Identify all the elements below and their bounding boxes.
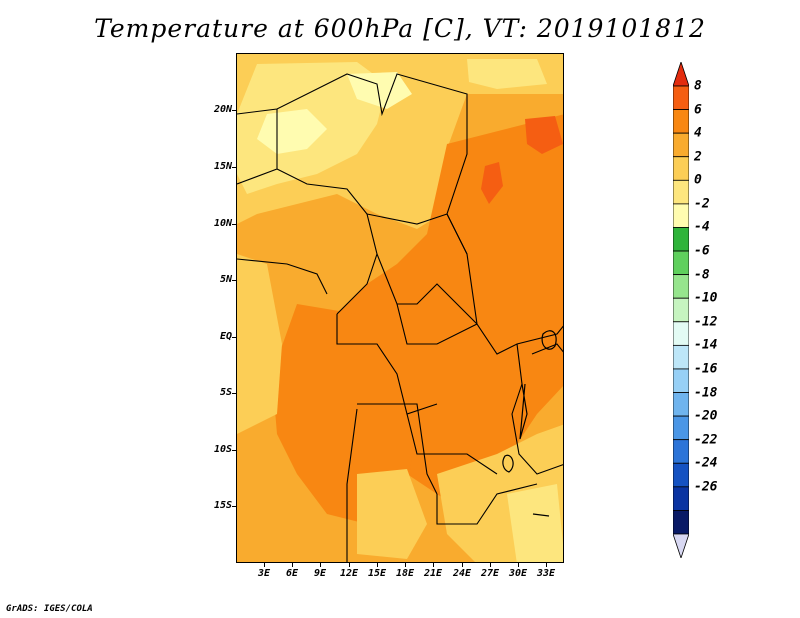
colorbar-segment bbox=[673, 510, 689, 535]
lat-label-5n: 5N bbox=[219, 274, 232, 285]
colorbar-label: -10 bbox=[694, 290, 718, 306]
colorbar-segment bbox=[673, 156, 689, 181]
lon-label-3e: 3E bbox=[257, 568, 271, 579]
map-title: Temperature at 600hPa [C], VT: 201910181… bbox=[94, 14, 706, 43]
lon-label-27e: 27E bbox=[480, 568, 500, 579]
colorbar-segment bbox=[673, 368, 689, 393]
colorbar-label: -2 bbox=[694, 196, 710, 212]
lat-label-10n: 10N bbox=[213, 218, 232, 229]
colorbar-segment bbox=[673, 486, 689, 511]
colorbar-segment bbox=[673, 392, 689, 417]
lon-tick bbox=[349, 563, 350, 567]
colorbar-label: -4 bbox=[694, 219, 710, 235]
colorbar-label: 0 bbox=[694, 172, 702, 188]
lat-tick bbox=[232, 337, 236, 338]
lat-label-5s: 5S bbox=[219, 387, 232, 398]
lat-label-20n: 20N bbox=[213, 104, 232, 115]
grads-credit: GrADS: IGES/COLA bbox=[6, 604, 93, 614]
map-canvas bbox=[237, 54, 563, 562]
colorbar-segment bbox=[673, 203, 689, 228]
lon-tick bbox=[490, 563, 491, 567]
lat-tick bbox=[232, 167, 236, 168]
lat-tick bbox=[232, 110, 236, 111]
lat-label-eq: EQ bbox=[219, 331, 232, 342]
lon-label-33e: 33E bbox=[536, 568, 556, 579]
lon-label-18e: 18E bbox=[395, 568, 415, 579]
lat-label-15n: 15N bbox=[213, 161, 232, 172]
lat-tick bbox=[232, 506, 236, 507]
lat-tick bbox=[232, 224, 236, 225]
colorbar-label: -20 bbox=[694, 408, 718, 424]
colorbar-arrow-bottom bbox=[673, 533, 689, 558]
colorbar-segment bbox=[673, 179, 689, 205]
colorbar-label: -24 bbox=[694, 455, 718, 471]
colorbar-segment bbox=[673, 109, 689, 134]
colorbar-label: -26 bbox=[694, 479, 718, 495]
colorbar-label: -12 bbox=[694, 314, 718, 330]
colorbar-segment bbox=[673, 250, 689, 276]
lat-tick bbox=[232, 450, 236, 451]
lon-label-15e: 15E bbox=[367, 568, 387, 579]
colorbar-label: -22 bbox=[694, 432, 718, 448]
colorbar-segment bbox=[673, 462, 689, 488]
lon-tick bbox=[518, 563, 519, 567]
lon-tick bbox=[320, 563, 321, 567]
colorbar-segment bbox=[673, 415, 689, 441]
colorbar-label: 8 bbox=[694, 78, 702, 94]
colorbar-segment bbox=[673, 85, 689, 110]
colorbar-label: -8 bbox=[694, 267, 710, 283]
temperature-map bbox=[236, 53, 564, 563]
colorbar-label: -16 bbox=[694, 361, 718, 377]
colorbar-label: 2 bbox=[694, 149, 702, 165]
lon-tick bbox=[546, 563, 547, 567]
colorbar-label: 4 bbox=[694, 125, 702, 141]
lat-label-10s: 10S bbox=[213, 444, 232, 455]
lon-label-30e: 30E bbox=[508, 568, 528, 579]
lon-label-21e: 21E bbox=[423, 568, 443, 579]
lon-tick bbox=[462, 563, 463, 567]
lat-label-15s: 15S bbox=[213, 500, 232, 511]
colorbar-label: 6 bbox=[694, 102, 702, 118]
lon-tick bbox=[405, 563, 406, 567]
lat-tick bbox=[232, 393, 236, 394]
colorbar-segment bbox=[673, 227, 689, 252]
colorbar-label: -6 bbox=[694, 243, 710, 259]
lat-tick bbox=[232, 280, 236, 281]
colorbar-segment bbox=[673, 344, 689, 370]
lon-tick bbox=[264, 563, 265, 567]
lon-tick bbox=[292, 563, 293, 567]
colorbar-segment bbox=[673, 274, 689, 299]
colorbar-segment bbox=[673, 321, 689, 346]
colorbar-label: -14 bbox=[694, 337, 718, 353]
lon-label-6e: 6E bbox=[285, 568, 299, 579]
colorbar-segment bbox=[673, 297, 689, 323]
lon-label-12e: 12E bbox=[339, 568, 359, 579]
lon-tick bbox=[377, 563, 378, 567]
colorbar-label: -18 bbox=[694, 385, 718, 401]
colorbar-segment bbox=[673, 132, 689, 158]
lon-tick bbox=[433, 563, 434, 567]
lon-label-9e: 9E bbox=[313, 568, 327, 579]
colorbar-arrow-top bbox=[673, 62, 689, 87]
lon-label-24e: 24E bbox=[452, 568, 472, 579]
colorbar bbox=[673, 62, 689, 558]
colorbar-segment bbox=[673, 439, 689, 464]
